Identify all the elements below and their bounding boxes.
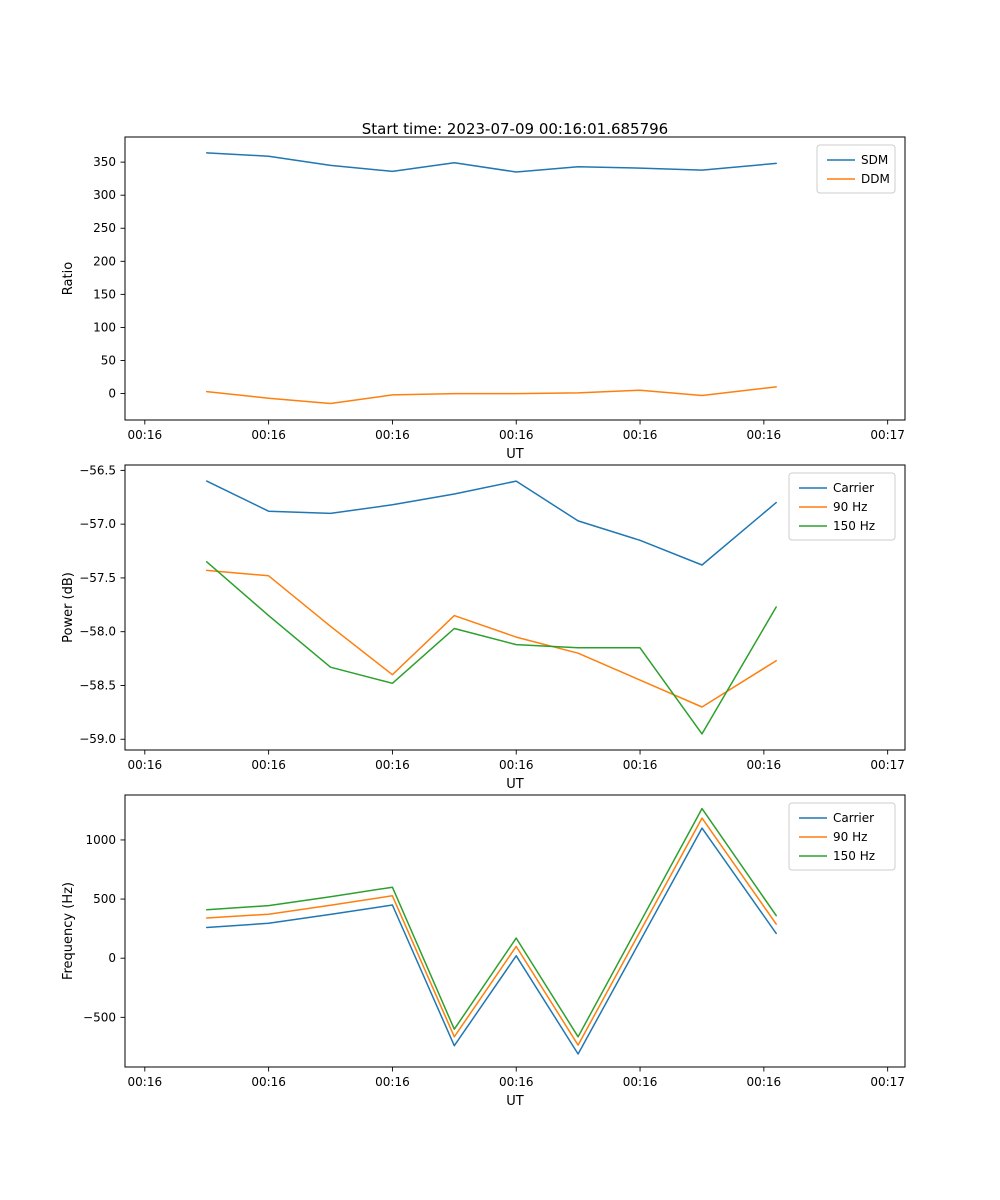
frequency-legend-label: 150 Hz bbox=[833, 849, 875, 863]
power-line-90-hz bbox=[205, 569, 777, 708]
frequency-line-carrier bbox=[205, 827, 777, 1055]
frequency-subplot: −500 0 500 1000 00:16 00:16 00:16 00:16 00:16 00:… bbox=[61, 794, 906, 1109]
power-plot-border bbox=[124, 464, 906, 751]
power-legend-label: Carrier bbox=[833, 481, 874, 495]
frequency-x-tick-label: 00:16 bbox=[747, 1075, 782, 1089]
power-line-carrier bbox=[205, 480, 777, 566]
power-legend-box bbox=[788, 472, 896, 541]
ratio-y-tick-label: 350 bbox=[93, 155, 116, 169]
ratio-ylabel: Ratio bbox=[61, 262, 76, 295]
frequency-xlabel: UT bbox=[506, 1094, 524, 1109]
ratio-y-tick-label: 50 bbox=[101, 353, 116, 367]
frequency-y-tick-label: 0 bbox=[108, 951, 116, 965]
power-line-150-hz bbox=[205, 561, 777, 735]
frequency-x-tick-label: 00:16 bbox=[128, 1075, 163, 1089]
ratio-y-tick-label: 100 bbox=[93, 320, 116, 334]
ratio-legend-box bbox=[816, 144, 896, 194]
ratio-x-tick-label: 00:16 bbox=[747, 428, 782, 442]
ratio-x-tick-label: 00:16 bbox=[251, 428, 286, 442]
power-xlabel: UT bbox=[506, 777, 524, 792]
power-y-tick-label: −56.5 bbox=[79, 463, 116, 477]
power-y-tick-label: −58.5 bbox=[79, 678, 116, 692]
frequency-x-tick-label: 00:16 bbox=[499, 1075, 534, 1089]
ratio-xlabel: UT bbox=[506, 447, 524, 462]
power-x-tick-label: 00:16 bbox=[128, 758, 163, 772]
power-subplot: −56.5 −57.0 −57.5 −58.0 −58.5 −59.0 00:16 00:16… bbox=[61, 463, 906, 792]
ratio-x-tick-label: 00:16 bbox=[128, 428, 163, 442]
ratio-x-tick-label: 00:16 bbox=[375, 428, 410, 442]
frequency-x-tick-label: 00:16 bbox=[623, 1075, 658, 1089]
power-x-tick-label: 00:16 bbox=[623, 758, 658, 772]
ratio-y-tick-label: 0 bbox=[108, 387, 116, 401]
ratio-plot-border bbox=[124, 136, 906, 421]
frequency-y-tick-label: 1000 bbox=[85, 833, 116, 847]
power-legend-label: 90 Hz bbox=[833, 500, 867, 514]
ratio-subplot: 0 50 100 150 200 250 300 350 00:16 00:16 00:16 00:1… bbox=[61, 136, 906, 462]
power-y-tick-label: −58.0 bbox=[79, 625, 116, 639]
power-x-tick-label: 00:16 bbox=[499, 758, 534, 772]
frequency-line-90-hz bbox=[205, 817, 777, 1046]
ratio-y-tick-label: 250 bbox=[93, 221, 116, 235]
frequency-line-150-hz bbox=[205, 807, 777, 1038]
frequency-legend-label: Carrier bbox=[833, 811, 874, 825]
ratio-line-ddm bbox=[205, 386, 777, 405]
frequency-ylabel: Frequency (Hz) bbox=[61, 882, 76, 980]
ratio-y-tick-label: 150 bbox=[93, 287, 116, 301]
power-legend-label: 150 Hz bbox=[833, 519, 875, 533]
frequency-x-tick-label: 00:16 bbox=[251, 1075, 286, 1089]
power-x-tick-label: 00:17 bbox=[870, 758, 905, 772]
power-y-tick-label: −57.5 bbox=[79, 571, 116, 585]
power-x-tick-label: 00:16 bbox=[747, 758, 782, 772]
frequency-y-tick-label: −500 bbox=[83, 1010, 116, 1024]
ratio-x-tick-label: 00:17 bbox=[870, 428, 905, 442]
frequency-x-tick-label: 00:16 bbox=[375, 1075, 410, 1089]
power-x-tick-label: 00:16 bbox=[375, 758, 410, 772]
power-y-tick-label: −57.0 bbox=[79, 517, 116, 531]
frequency-plot-border bbox=[124, 794, 906, 1068]
frequency-x-tick-label: 00:17 bbox=[870, 1075, 905, 1089]
power-y-tick-label: −59.0 bbox=[79, 732, 116, 746]
power-ylabel: Power (dB) bbox=[61, 572, 76, 643]
ratio-x-tick-label: 00:16 bbox=[499, 428, 534, 442]
frequency-y-tick-label: 500 bbox=[93, 892, 116, 906]
power-x-tick-label: 00:16 bbox=[251, 758, 286, 772]
ratio-y-tick-label: 200 bbox=[93, 254, 116, 268]
ratio-y-tick-label: 300 bbox=[93, 188, 116, 202]
frequency-legend-box bbox=[788, 802, 896, 871]
ratio-x-tick-label: 00:16 bbox=[623, 428, 658, 442]
ratio-legend-label: SDM bbox=[861, 153, 888, 167]
frequency-legend-label: 90 Hz bbox=[833, 830, 867, 844]
ratio-line-sdm bbox=[205, 152, 777, 173]
figure-title: Start time: 2023-07-09 00:16:01.685796 bbox=[361, 120, 669, 138]
ratio-legend-label: DDM bbox=[861, 172, 890, 186]
